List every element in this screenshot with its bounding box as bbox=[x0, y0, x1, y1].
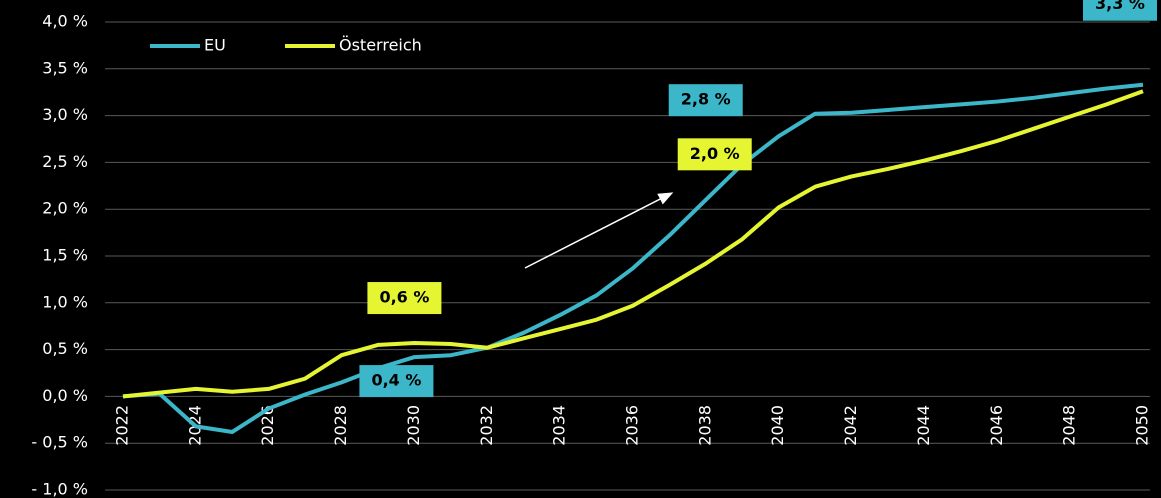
y-tick-label: 3,0 % bbox=[42, 105, 88, 124]
data-label: 3,3 % bbox=[1083, 0, 1157, 21]
data-label-text: 3,3 % bbox=[1095, 0, 1145, 13]
series-line bbox=[122, 89, 1144, 399]
x-tick-label: 2026 bbox=[258, 405, 277, 446]
series-line bbox=[122, 82, 1144, 434]
x-tick-label: 2050 bbox=[1133, 405, 1152, 446]
y-tick-label: 2,5 % bbox=[42, 152, 88, 171]
data-label-box bbox=[1083, 0, 1157, 21]
data-label: 2,8 % bbox=[668, 84, 743, 117]
x-tick-label: 2030 bbox=[404, 405, 423, 446]
data-label-box bbox=[367, 282, 442, 315]
y-tick-label: - 1,0 % bbox=[31, 480, 88, 498]
data-label: 0,4 % bbox=[359, 365, 434, 398]
y-tick-label: 1,0 % bbox=[42, 292, 88, 311]
x-tick-label: 2034 bbox=[550, 405, 569, 446]
y-tick-label: 3,5 % bbox=[42, 58, 88, 77]
x-tick-label: 2028 bbox=[331, 405, 350, 446]
legend-label: EU bbox=[204, 36, 226, 55]
data-label-text: 0,4 % bbox=[371, 371, 421, 390]
data-label-text: 0,6 % bbox=[379, 288, 429, 307]
data-label-text: 2,8 % bbox=[681, 90, 731, 109]
legend-label: Österreich bbox=[339, 36, 422, 55]
data-label-box bbox=[359, 365, 434, 398]
x-tick-label: 2032 bbox=[477, 405, 496, 446]
x-tick-label: 2044 bbox=[914, 405, 933, 446]
data-label: 0,6 % bbox=[367, 282, 442, 315]
y-tick-label: - 0,5 % bbox=[31, 433, 88, 452]
x-tick-label: 2042 bbox=[841, 405, 860, 446]
y-tick-label: 0,0 % bbox=[42, 386, 88, 405]
x-tick-label: 2038 bbox=[695, 405, 714, 446]
x-tick-label: 2046 bbox=[987, 405, 1006, 446]
data-label-box bbox=[668, 84, 743, 117]
x-tick-label: 2036 bbox=[623, 405, 642, 446]
data-label-text: 2,0 % bbox=[690, 144, 740, 163]
y-tick-label: 2,0 % bbox=[42, 199, 88, 218]
y-tick-label: 0,5 % bbox=[42, 339, 88, 358]
trend-arrow bbox=[524, 192, 674, 269]
x-tick-label: 2040 bbox=[768, 405, 787, 446]
data-label-box bbox=[677, 138, 752, 171]
x-tick-label: 2022 bbox=[113, 405, 132, 446]
y-tick-label: 1,5 % bbox=[42, 246, 88, 265]
x-tick-label: 2048 bbox=[1060, 405, 1079, 446]
data-label: 2,0 % bbox=[677, 138, 752, 171]
y-tick-label: 4,0 % bbox=[42, 12, 88, 31]
